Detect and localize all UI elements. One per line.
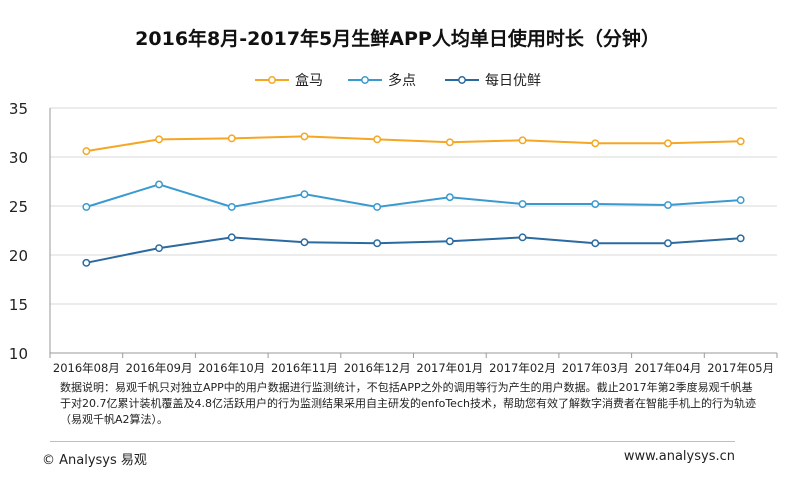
data-point	[591, 139, 600, 148]
y-tick-label: 10	[9, 345, 28, 363]
x-tick-label: 2016年12月	[344, 361, 411, 375]
data-point	[664, 201, 672, 209]
y-tick-label: 30	[9, 149, 28, 167]
data-point	[445, 138, 454, 147]
legend: 盒马 多点 每日优鲜	[0, 68, 795, 92]
y-tick-label: 25	[9, 198, 28, 216]
data-point	[300, 132, 309, 141]
x-tick-label: 2017年05月	[707, 361, 774, 375]
legend-label: 每日优鲜	[485, 73, 541, 89]
series-line-2	[86, 183, 741, 209]
website-url: www.analysys.cn	[623, 449, 735, 464]
chart-title: 2016年8月-2017年5月生鲜APP人均单日使用时长（分钟）	[135, 28, 660, 50]
series-line-1	[86, 135, 741, 153]
data-point	[155, 244, 164, 253]
data-point	[155, 135, 164, 144]
data-point	[373, 239, 382, 248]
legend-swatch	[445, 76, 479, 84]
data-point	[373, 135, 382, 144]
data-point	[227, 233, 236, 242]
x-tick-label: 2017年04月	[634, 361, 701, 375]
x-tick-label: 2017年03月	[562, 361, 629, 375]
y-tick-label: 15	[9, 296, 28, 314]
data-point	[518, 233, 527, 242]
x-tick-label: 2017年01月	[416, 361, 483, 375]
x-tick-label: 2016年10月	[198, 361, 265, 375]
legend-item-2: 多点	[348, 68, 416, 92]
data-point	[445, 193, 454, 202]
data-point	[591, 200, 600, 208]
legend-label: 盒马	[295, 73, 323, 89]
x-tick-label: 2016年11月	[271, 361, 338, 375]
line-chart: 10 15 20 25 30 35 2016年08月 2016年09月 2016年10月 2016…	[9, 100, 778, 375]
legend-swatch	[348, 76, 382, 84]
data-point	[664, 139, 672, 148]
data-point	[736, 137, 745, 146]
data-point	[82, 258, 91, 267]
data-point	[518, 200, 527, 208]
series-line-3	[86, 236, 741, 264]
data-point	[736, 234, 745, 243]
data-point	[518, 136, 527, 145]
brand-label: © Analysys 易观	[42, 453, 147, 468]
data-point	[300, 238, 309, 247]
x-tick-label: 2016年08月	[53, 361, 120, 375]
data-point	[82, 203, 91, 211]
x-tick-label: 2016年09月	[126, 361, 193, 375]
footer-divider	[50, 441, 735, 442]
legend-item-3: 每日优鲜	[445, 68, 541, 92]
data-point	[373, 203, 382, 211]
x-tick-label: 2017年02月	[489, 361, 556, 375]
data-point	[736, 196, 745, 205]
legend-label: 多点	[388, 73, 416, 89]
data-point	[445, 237, 454, 246]
data-point	[82, 147, 91, 156]
data-point	[155, 180, 164, 189]
data-point	[664, 239, 672, 248]
y-tick-label: 20	[9, 247, 28, 265]
legend-swatch	[255, 76, 289, 84]
data-point	[300, 190, 309, 199]
legend-item-1: 盒马	[255, 68, 323, 92]
data-point	[227, 134, 236, 143]
y-tick-label: 35	[9, 100, 28, 118]
data-point	[591, 239, 600, 248]
data-note: 数据说明：易观千帆只对独立APP中的用户数据进行监测统计，不包括APP之外的调用…	[60, 381, 756, 426]
data-point	[227, 203, 236, 211]
